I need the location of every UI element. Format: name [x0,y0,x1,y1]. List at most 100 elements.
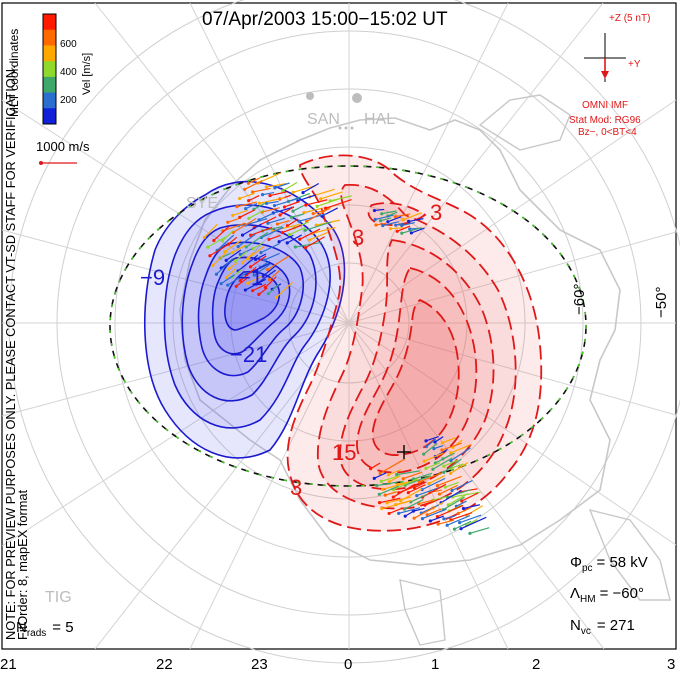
contour-label-4: 3 [430,200,442,225]
velocity-vector [402,212,422,221]
velocity-vector-origin [230,250,234,255]
velocity-vector [403,471,423,480]
velocity-vector [325,198,352,209]
velocity-vector [458,507,471,515]
velocity-vector [456,500,467,507]
velocity-vector-origin [282,205,287,209]
velocity-vector [237,233,256,248]
velocity-vector-origin [246,281,250,285]
velocity-vector [437,475,462,487]
velocity-vector-origin [468,531,472,535]
velocity-vector [432,457,453,470]
velocity-vector-origin [233,259,237,263]
velocity-vector [245,278,266,291]
velocity-vector [203,223,218,238]
velocity-vector [433,444,444,450]
velocity-vector [264,276,277,288]
velocity-vector [443,515,456,520]
velocity-vector [381,501,408,510]
imf-source: OMNI IMF [582,100,628,111]
velocity-vector [450,447,471,462]
velocity-vector [469,527,490,534]
colorbar-segment [43,92,56,109]
velocity-vector-origin [231,213,235,217]
velocity-vector [388,468,402,476]
velocity-vector [244,179,263,190]
velocity-vector-origin [235,205,239,209]
hm-boundary-vectors [109,165,587,487]
imf-condition: Bz−, 0<BT<4 [578,127,637,138]
velocity-vector-origin [403,514,407,518]
velocity-vector [269,191,287,197]
velocity-vector-origin [315,204,319,208]
velocity-vector-origin [458,521,462,525]
velocity-vector [216,258,234,275]
velocity-vector [242,223,262,236]
velocity-vector [390,227,404,230]
velocity-vector-origin [262,258,267,262]
velocity-vector [255,253,267,260]
velocity-vector-origin [257,201,262,205]
velocity-vector [382,482,407,490]
velocity-vector-origin [240,261,245,265]
velocity-vector [430,515,444,522]
velocity-vector-origin [407,219,411,224]
velocity-vector-origin [264,185,268,189]
velocity-vector [239,192,255,200]
velocity-vector [248,209,265,219]
velocity-vector [411,227,425,234]
velocity-vector [393,478,418,491]
velocity-vector-origin [308,238,312,242]
velocity-vector [440,489,462,504]
imf-y-label: +Y [628,59,641,70]
velocity-vector [374,472,387,479]
velocity-vector-origin [372,208,377,213]
velocity-vector-origin [424,445,428,449]
velocity-vector [305,236,325,249]
velocity-vector [309,231,328,241]
continent-peninsula [478,94,571,151]
velocity-vector-origin [298,237,302,241]
nvc-stat: Nvc = 271 [570,617,635,637]
velocity-vector [264,252,280,261]
lat-label-50: −50° [653,287,670,318]
velocity-vector [268,234,281,240]
velocity-vector [236,201,257,208]
velocity-vector-origin [422,452,426,456]
velocity-vector-origin [383,493,387,497]
velocity-vector [443,458,462,473]
velocity-vector-origin [372,476,376,480]
velocity-vector-origin [267,278,271,282]
velocity-vector-origin [400,223,404,228]
velocity-vector [222,222,246,232]
velocity-vector [259,260,271,268]
velocity-vector [460,516,487,530]
velocity-vector-origin [448,471,453,475]
station-hal: HAL [364,111,395,128]
velocity-vector [305,199,328,206]
velocity-vector-origin [219,281,223,286]
velocity-vector [388,475,401,483]
velocity-vector [245,231,269,248]
velocity-vector [232,209,249,216]
velocity-vector [279,206,294,216]
velocity-vector-origin [397,511,401,515]
velocity-vector [434,436,444,443]
velocity-vector [267,217,286,224]
velocity-vector [397,479,420,485]
velocity-vector-origin [425,513,429,517]
velocity-vector [401,221,415,227]
velocity-vector-origin [247,216,251,221]
velocity-vector-origin [391,495,395,499]
velocity-vector-origin [456,511,460,516]
map-title: 07/Apr/2003 15:00−15:02 UT [202,9,448,30]
station-markers [306,92,362,130]
velocity-vector-origin [435,515,440,519]
lambda-hm-stat: ΛHM = −60° [570,585,644,605]
velocity-vector-origin [206,245,210,249]
velocity-vector [375,222,387,226]
velocity-vector [421,504,440,514]
negative-potential-cell [143,180,346,459]
velocity-vector [227,271,248,286]
velocity-vector [256,269,276,285]
